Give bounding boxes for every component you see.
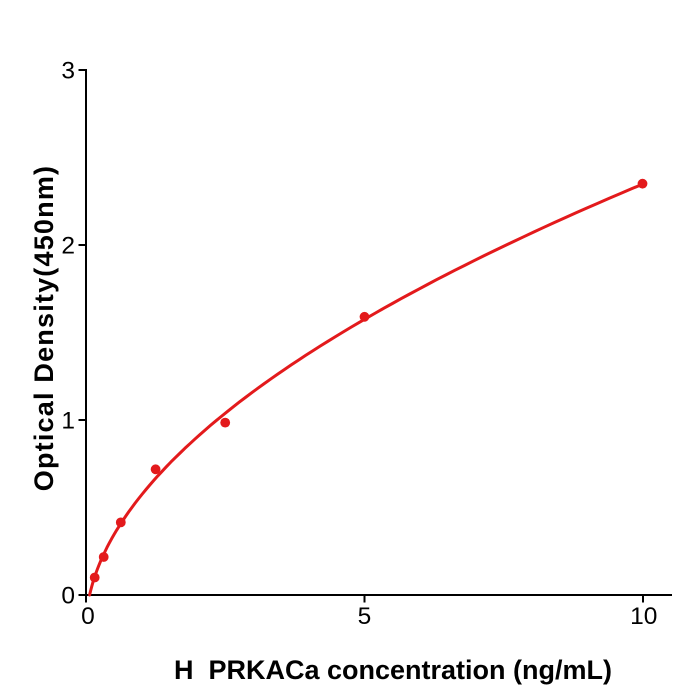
svg-text:Optical Density(450nm): Optical Density(450nm) — [29, 165, 59, 492]
svg-text:0: 0 — [81, 603, 95, 630]
svg-text:10: 10 — [630, 603, 657, 630]
svg-text:1: 1 — [61, 408, 75, 435]
svg-text:H PRKACa concentration (ng/mL: H PRKACa concentration (ng/mL) — [174, 655, 612, 685]
svg-text:0: 0 — [61, 583, 75, 610]
svg-text:5: 5 — [358, 603, 372, 630]
svg-text:2: 2 — [61, 233, 75, 260]
svg-text:3: 3 — [61, 58, 75, 85]
